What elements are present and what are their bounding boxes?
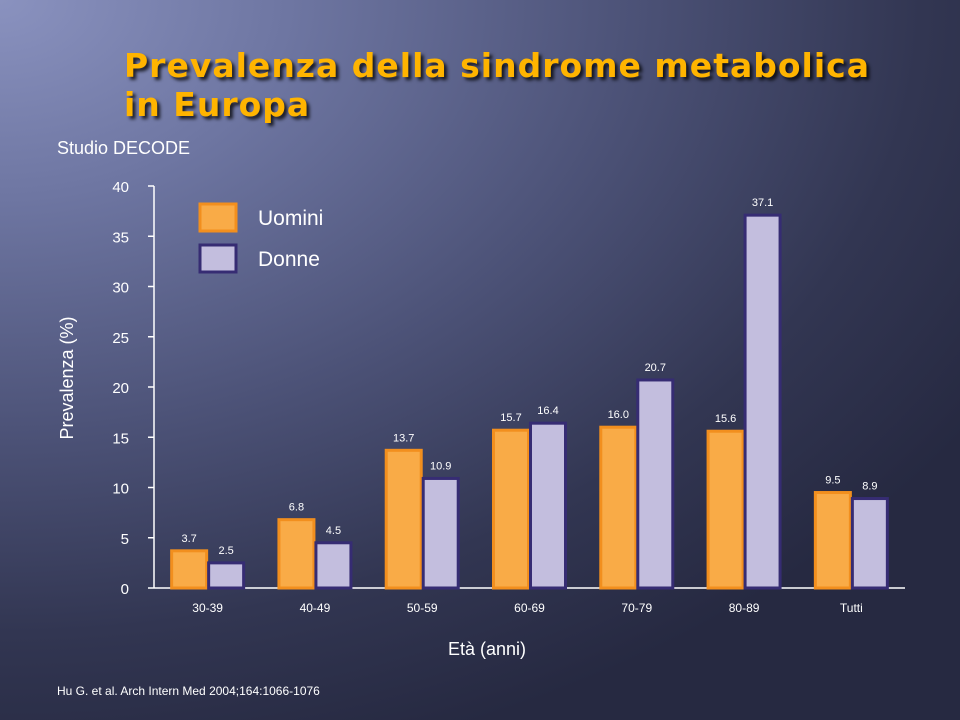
y-tick-label: 15 — [112, 430, 129, 447]
bar — [277, 518, 316, 590]
data-label: 2.5 — [218, 545, 233, 557]
bar — [813, 491, 852, 590]
chart-axes: 0 5 10 15 20 25 30 35 40 Prevalenza (%) Età (anni)… — [57, 179, 905, 659]
data-label: 4.5 — [326, 525, 341, 537]
bar — [706, 429, 745, 590]
bar — [170, 549, 209, 590]
bar — [421, 476, 460, 590]
title-line-2: in Europa — [124, 85, 311, 124]
bar — [743, 213, 782, 590]
legend-label: Donne — [258, 248, 320, 271]
data-label: 3.7 — [181, 533, 196, 545]
bar — [850, 497, 889, 590]
bar — [207, 561, 246, 590]
slide-title: Prevalenza della sindrome metabolica in … — [124, 46, 924, 124]
x-tick-label: Tutti — [840, 601, 863, 615]
legend-swatch — [198, 243, 238, 274]
x-tick-label: 50-59 — [407, 601, 438, 615]
data-label: 13.7 — [393, 432, 414, 444]
bar — [636, 378, 675, 590]
y-tick-label: 0 — [121, 581, 129, 598]
citation: Hu G. et al. Arch Intern Med 2004;164:10… — [57, 684, 320, 698]
bar — [529, 421, 567, 590]
bar — [599, 425, 638, 590]
data-label: 9.5 — [825, 475, 840, 487]
data-label: 20.7 — [645, 362, 666, 374]
legend-label: Uomini — [258, 207, 323, 230]
title-line-1: Prevalenza della sindrome metabolica — [124, 46, 870, 85]
x-tick-label: 40-49 — [300, 601, 331, 615]
bar — [314, 541, 353, 590]
data-label: 10.9 — [430, 460, 451, 472]
study-label: Studio DECODE — [57, 138, 191, 158]
y-tick-label: 20 — [112, 380, 129, 397]
chart-legend: Uomini Donne — [198, 202, 323, 274]
bar — [384, 448, 423, 590]
data-label: 8.9 — [862, 481, 877, 493]
y-tick-label: 10 — [112, 481, 129, 498]
x-tick-label: 60-69 — [514, 601, 545, 615]
legend-swatch — [198, 202, 238, 233]
data-label: 15.6 — [715, 413, 736, 425]
x-tick-label: 30-39 — [192, 601, 223, 615]
data-label: 16.0 — [608, 409, 629, 421]
y-tick-label: 35 — [112, 229, 129, 246]
x-axis-title: Età (anni) — [448, 639, 526, 659]
y-tick-label: 40 — [112, 179, 129, 196]
x-tick-label: 70-79 — [621, 601, 652, 615]
data-label: 6.8 — [289, 502, 304, 514]
data-label: 15.7 — [500, 412, 521, 424]
data-label: 16.4 — [537, 405, 558, 417]
y-tick-label: 5 — [121, 531, 129, 548]
bar — [492, 428, 530, 590]
y-axis-title: Prevalenza (%) — [57, 316, 77, 439]
data-label: 37.1 — [752, 197, 773, 209]
chart-bars: 3.7 2.5 6.8 4.5 13.7 10.9 15.7 16.4 16.0 20.7 15.6… — [170, 197, 889, 590]
x-tick-label: 80-89 — [729, 601, 760, 615]
y-tick-label: 25 — [112, 330, 129, 347]
y-tick-label: 30 — [112, 280, 129, 297]
